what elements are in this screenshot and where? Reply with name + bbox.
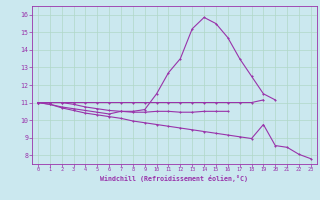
X-axis label: Windchill (Refroidissement éolien,°C): Windchill (Refroidissement éolien,°C) bbox=[100, 175, 248, 182]
